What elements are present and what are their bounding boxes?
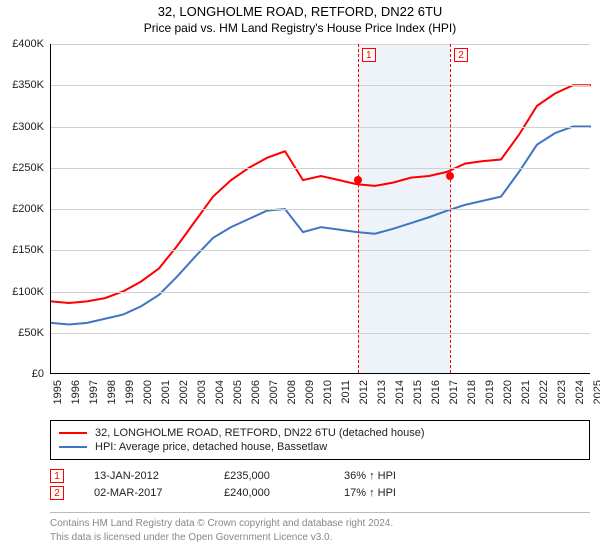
x-axis-label: 2008	[286, 380, 298, 420]
x-axis-label: 1999	[124, 380, 136, 420]
x-axis-label: 2001	[160, 380, 172, 420]
chart-area: 12 £0£50K£100K£150K£200K£250K£300K£350K£…	[0, 44, 600, 404]
x-axis-label: 2012	[358, 380, 370, 420]
legend-label: HPI: Average price, detached house, Bass…	[95, 441, 327, 453]
x-axis-label: 2006	[250, 380, 262, 420]
x-axis-label: 2025	[592, 380, 600, 420]
x-axis-label: 2018	[466, 380, 478, 420]
y-axis-label: £50K	[0, 327, 44, 339]
event-row: 2 02-MAR-2017 £240,000 17% ↑ HPI	[50, 486, 590, 500]
x-axis-label: 2000	[142, 380, 154, 420]
x-axis-label: 2007	[268, 380, 280, 420]
x-axis-label: 2020	[502, 380, 514, 420]
x-axis-label: 2021	[520, 380, 532, 420]
y-axis-label: £400K	[0, 38, 44, 50]
chart-title: 32, LONGHOLME ROAD, RETFORD, DN22 6TU	[0, 4, 600, 19]
event-row: 1 13-JAN-2012 £235,000 36% ↑ HPI	[50, 469, 590, 483]
legend-swatch	[59, 432, 87, 434]
x-axis-label: 1997	[88, 380, 100, 420]
x-axis-label: 2009	[304, 380, 316, 420]
legend-item: 32, LONGHOLME ROAD, RETFORD, DN22 6TU (d…	[59, 427, 581, 439]
x-axis-label: 2010	[322, 380, 334, 420]
plot-area: 12	[50, 44, 590, 374]
event-price: £235,000	[224, 470, 344, 482]
legend: 32, LONGHOLME ROAD, RETFORD, DN22 6TU (d…	[50, 420, 590, 460]
event-delta: 17% ↑ HPI	[344, 487, 444, 499]
x-axis-label: 2024	[574, 380, 586, 420]
x-axis-label: 2022	[538, 380, 550, 420]
sale-marker-icon	[446, 172, 454, 180]
x-axis-label: 2004	[214, 380, 226, 420]
x-axis-label: 2019	[484, 380, 496, 420]
event-marker-icon: 1	[362, 48, 376, 62]
y-axis-label: £250K	[0, 162, 44, 174]
event-price: £240,000	[224, 487, 344, 499]
x-axis-label: 1996	[70, 380, 82, 420]
x-axis-label: 2005	[232, 380, 244, 420]
footer: Contains HM Land Registry data © Crown c…	[50, 512, 590, 544]
x-axis-label: 2015	[412, 380, 424, 420]
y-axis-label: £300K	[0, 121, 44, 133]
y-axis-label: £200K	[0, 203, 44, 215]
x-axis-label: 1995	[52, 380, 64, 420]
legend-swatch	[59, 446, 87, 448]
event-date: 13-JAN-2012	[94, 470, 224, 482]
x-axis-label: 2003	[196, 380, 208, 420]
series-hpi	[51, 127, 591, 325]
chart-subtitle: Price paid vs. HM Land Registry's House …	[0, 21, 600, 35]
x-axis-label: 2017	[448, 380, 460, 420]
events-table: 1 13-JAN-2012 £235,000 36% ↑ HPI 2 02-MA…	[50, 466, 590, 503]
footer-line: Contains HM Land Registry data © Crown c…	[50, 517, 590, 531]
x-axis-label: 2011	[340, 380, 352, 420]
event-date: 02-MAR-2017	[94, 487, 224, 499]
event-marker-icon: 1	[50, 469, 64, 483]
chart-container: 32, LONGHOLME ROAD, RETFORD, DN22 6TU Pr…	[0, 0, 600, 560]
x-axis-label: 1998	[106, 380, 118, 420]
legend-item: HPI: Average price, detached house, Bass…	[59, 441, 581, 453]
x-axis-label: 2002	[178, 380, 190, 420]
x-axis-label: 2014	[394, 380, 406, 420]
footer-line: This data is licensed under the Open Gov…	[50, 531, 590, 545]
event-delta: 36% ↑ HPI	[344, 470, 444, 482]
title-block: 32, LONGHOLME ROAD, RETFORD, DN22 6TU Pr…	[0, 0, 600, 35]
x-axis-label: 2013	[376, 380, 388, 420]
y-axis-label: £0	[0, 368, 44, 380]
y-axis-label: £350K	[0, 79, 44, 91]
sale-marker-icon	[354, 176, 362, 184]
y-axis-label: £150K	[0, 244, 44, 256]
event-marker-icon: 2	[454, 48, 468, 62]
x-axis-label: 2016	[430, 380, 442, 420]
x-axis-label: 2023	[556, 380, 568, 420]
event-marker-icon: 2	[50, 486, 64, 500]
y-axis-label: £100K	[0, 286, 44, 298]
legend-label: 32, LONGHOLME ROAD, RETFORD, DN22 6TU (d…	[95, 427, 425, 439]
series-property	[51, 85, 591, 303]
